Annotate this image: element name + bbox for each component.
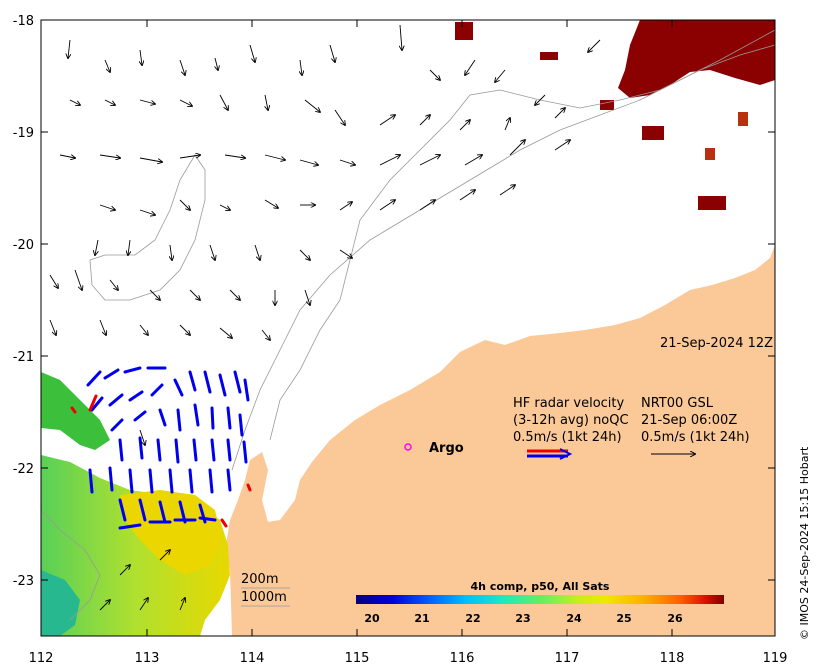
svg-text:20: 20 — [364, 612, 380, 625]
sst-patch-warm-small — [600, 100, 614, 110]
map-date-label: 21-Sep-2024 12Z — [660, 336, 773, 351]
legend-hf-title: HF radar velocity — [513, 396, 625, 411]
gsl-current-arrows — [49, 24, 601, 611]
svg-text:24: 24 — [566, 612, 582, 625]
svg-text:-21: -21 — [13, 350, 34, 365]
lon-tick-labels: 112 113 114 115 116 117 118 119 — [29, 651, 788, 666]
svg-text:116: 116 — [450, 651, 475, 666]
isobath-label-1000m: 1000m — [241, 590, 287, 605]
svg-text:22: 22 — [465, 612, 480, 625]
svg-text:23: 23 — [515, 612, 530, 625]
svg-text:-23: -23 — [13, 574, 34, 589]
sst-patch-yellow — [120, 490, 222, 575]
legend-gsl-date: 21-Sep 06:00Z — [641, 413, 737, 428]
argo-float-marker — [404, 443, 412, 451]
sst-patch-warm-small — [705, 148, 715, 160]
svg-text:-22: -22 — [13, 462, 34, 477]
legend-hf-sub: (3-12h avg) noQC — [513, 413, 629, 428]
legend-hf-scale: 0.5m/s (1kt 24h) — [513, 430, 622, 445]
svg-text:21: 21 — [414, 612, 429, 625]
lon-axis — [40, 20, 776, 636]
lat-axis — [41, 19, 775, 581]
colorbar-title: 4h comp, p50, All Sats — [471, 580, 610, 593]
svg-text:-19: -19 — [13, 126, 34, 141]
legend-gsl-scale: 0.5m/s (1kt 24h) — [641, 430, 750, 445]
credit-text: © IMOS 24-Sep-2024 15:15 Hobart — [798, 446, 811, 640]
hf-radar-vectors — [86, 366, 250, 530]
lat-tick-labels: -18 -19 -20 -21 -22 -23 — [13, 14, 34, 589]
isobath-label-200m: 200m — [241, 572, 278, 587]
colorbar-ticks: 20 21 22 23 24 25 26 — [364, 612, 683, 625]
sst-patch-warm-small — [642, 126, 664, 140]
sst-patch-warm — [618, 20, 775, 98]
sst-patch-warm-small — [698, 196, 726, 210]
colorbar — [356, 595, 724, 604]
isobath-south — [41, 509, 101, 621]
svg-text:112: 112 — [29, 651, 54, 666]
svg-text:26: 26 — [667, 612, 683, 625]
land-mass — [226, 245, 775, 636]
argo-label: Argo — [429, 441, 464, 456]
svg-text:113: 113 — [135, 651, 160, 666]
svg-text:114: 114 — [240, 651, 265, 666]
plot-frame — [40, 19, 776, 637]
legend-gsl-title: NRT00 GSL — [641, 396, 714, 411]
hf-radar-vectors-red — [70, 394, 252, 528]
svg-text:118: 118 — [660, 651, 685, 666]
svg-text:119: 119 — [763, 651, 788, 666]
svg-text:25: 25 — [616, 612, 631, 625]
isobath-1000m — [269, 44, 775, 441]
svg-text:-20: -20 — [13, 238, 34, 253]
svg-text:115: 115 — [345, 651, 370, 666]
sst-patch-warm-small — [738, 112, 748, 126]
svg-text:117: 117 — [555, 651, 580, 666]
reef-outline — [89, 154, 206, 301]
legend-hf-arrow — [527, 448, 573, 460]
sst-patch-warm-small — [455, 22, 473, 40]
svg-text:-18: -18 — [13, 14, 34, 29]
sst-patch-warm-small — [540, 52, 558, 60]
